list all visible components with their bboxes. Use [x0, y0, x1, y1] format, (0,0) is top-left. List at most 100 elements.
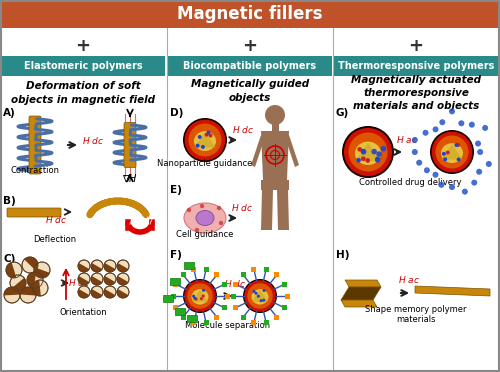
Wedge shape	[104, 263, 115, 272]
Circle shape	[265, 105, 285, 125]
Circle shape	[22, 257, 38, 273]
Text: $H\ ac$: $H\ ac$	[396, 134, 418, 145]
FancyBboxPatch shape	[214, 272, 220, 278]
Ellipse shape	[432, 132, 472, 172]
Text: Cell guidance: Cell guidance	[176, 230, 234, 239]
FancyBboxPatch shape	[282, 282, 287, 287]
Circle shape	[193, 297, 196, 300]
Text: $H\ ac$: $H\ ac$	[398, 274, 420, 285]
Circle shape	[412, 137, 418, 143]
Circle shape	[254, 292, 258, 295]
Circle shape	[375, 157, 380, 163]
Circle shape	[376, 151, 382, 157]
Polygon shape	[192, 290, 208, 302]
Circle shape	[443, 157, 447, 161]
FancyBboxPatch shape	[0, 0, 500, 28]
Text: Deflection: Deflection	[34, 235, 76, 244]
Text: Magnetic fillers: Magnetic fillers	[177, 5, 323, 23]
Circle shape	[422, 130, 428, 136]
Wedge shape	[32, 280, 41, 296]
Text: Shape memory polymer
materials: Shape memory polymer materials	[365, 305, 467, 324]
Text: Controlled drug delivery: Controlled drug delivery	[359, 178, 461, 187]
FancyBboxPatch shape	[264, 267, 268, 272]
FancyBboxPatch shape	[184, 262, 194, 269]
Text: Nanoparticle guidance: Nanoparticle guidance	[158, 159, 252, 168]
Circle shape	[471, 180, 477, 186]
Circle shape	[194, 298, 198, 301]
Circle shape	[469, 122, 475, 128]
Wedge shape	[20, 287, 36, 296]
FancyBboxPatch shape	[170, 278, 179, 285]
Circle shape	[204, 133, 208, 137]
Circle shape	[27, 272, 43, 288]
Ellipse shape	[247, 283, 273, 309]
Wedge shape	[91, 289, 102, 298]
Circle shape	[201, 145, 205, 149]
FancyBboxPatch shape	[233, 305, 238, 310]
Text: A): A)	[3, 108, 16, 118]
Circle shape	[380, 146, 386, 151]
FancyBboxPatch shape	[252, 320, 256, 325]
Circle shape	[456, 157, 460, 161]
Text: E): E)	[170, 185, 182, 195]
FancyBboxPatch shape	[170, 294, 175, 298]
FancyBboxPatch shape	[192, 267, 196, 272]
Ellipse shape	[184, 203, 226, 233]
Circle shape	[202, 295, 204, 298]
Circle shape	[358, 147, 362, 152]
Circle shape	[206, 131, 210, 135]
Text: +: +	[242, 37, 258, 55]
FancyBboxPatch shape	[230, 294, 235, 298]
Circle shape	[198, 135, 202, 139]
Circle shape	[217, 206, 221, 210]
Circle shape	[117, 273, 129, 285]
Circle shape	[477, 149, 483, 155]
FancyBboxPatch shape	[282, 305, 287, 310]
FancyBboxPatch shape	[222, 305, 227, 310]
FancyBboxPatch shape	[240, 315, 246, 320]
Polygon shape	[355, 143, 381, 161]
Circle shape	[200, 297, 203, 300]
Text: G): G)	[336, 108, 349, 118]
FancyBboxPatch shape	[180, 272, 186, 278]
Wedge shape	[104, 289, 115, 298]
Text: $H\ dc$: $H\ dc$	[224, 278, 246, 289]
Text: $H\ dc$: $H\ dc$	[232, 124, 254, 135]
Circle shape	[200, 204, 204, 208]
Text: Orientation: Orientation	[59, 308, 107, 317]
Circle shape	[192, 295, 195, 298]
Circle shape	[440, 119, 446, 125]
FancyBboxPatch shape	[186, 314, 196, 321]
Wedge shape	[78, 289, 89, 298]
Polygon shape	[261, 190, 273, 230]
Circle shape	[6, 262, 22, 278]
Ellipse shape	[183, 118, 227, 162]
Text: F): F)	[170, 250, 182, 260]
Ellipse shape	[243, 279, 277, 313]
Ellipse shape	[252, 289, 268, 305]
Wedge shape	[78, 263, 89, 272]
Circle shape	[438, 182, 444, 188]
Ellipse shape	[184, 120, 226, 160]
FancyBboxPatch shape	[180, 315, 186, 320]
FancyBboxPatch shape	[29, 116, 41, 174]
Circle shape	[432, 126, 438, 132]
Circle shape	[366, 158, 370, 163]
Circle shape	[20, 287, 36, 303]
Wedge shape	[78, 276, 89, 285]
Text: Magnetically actuated
thermoresponsive
materials and objects: Magnetically actuated thermoresponsive m…	[351, 75, 481, 111]
Wedge shape	[91, 276, 102, 285]
Text: $H\ dc$: $H\ dc$	[45, 214, 67, 225]
Circle shape	[449, 184, 455, 190]
Ellipse shape	[355, 142, 381, 165]
Circle shape	[78, 286, 90, 298]
Circle shape	[372, 149, 377, 154]
FancyBboxPatch shape	[0, 28, 500, 372]
FancyBboxPatch shape	[162, 295, 172, 301]
Circle shape	[104, 286, 116, 298]
Circle shape	[442, 152, 446, 156]
Circle shape	[195, 228, 199, 232]
Wedge shape	[27, 272, 36, 288]
Circle shape	[91, 286, 103, 298]
Polygon shape	[341, 300, 377, 307]
